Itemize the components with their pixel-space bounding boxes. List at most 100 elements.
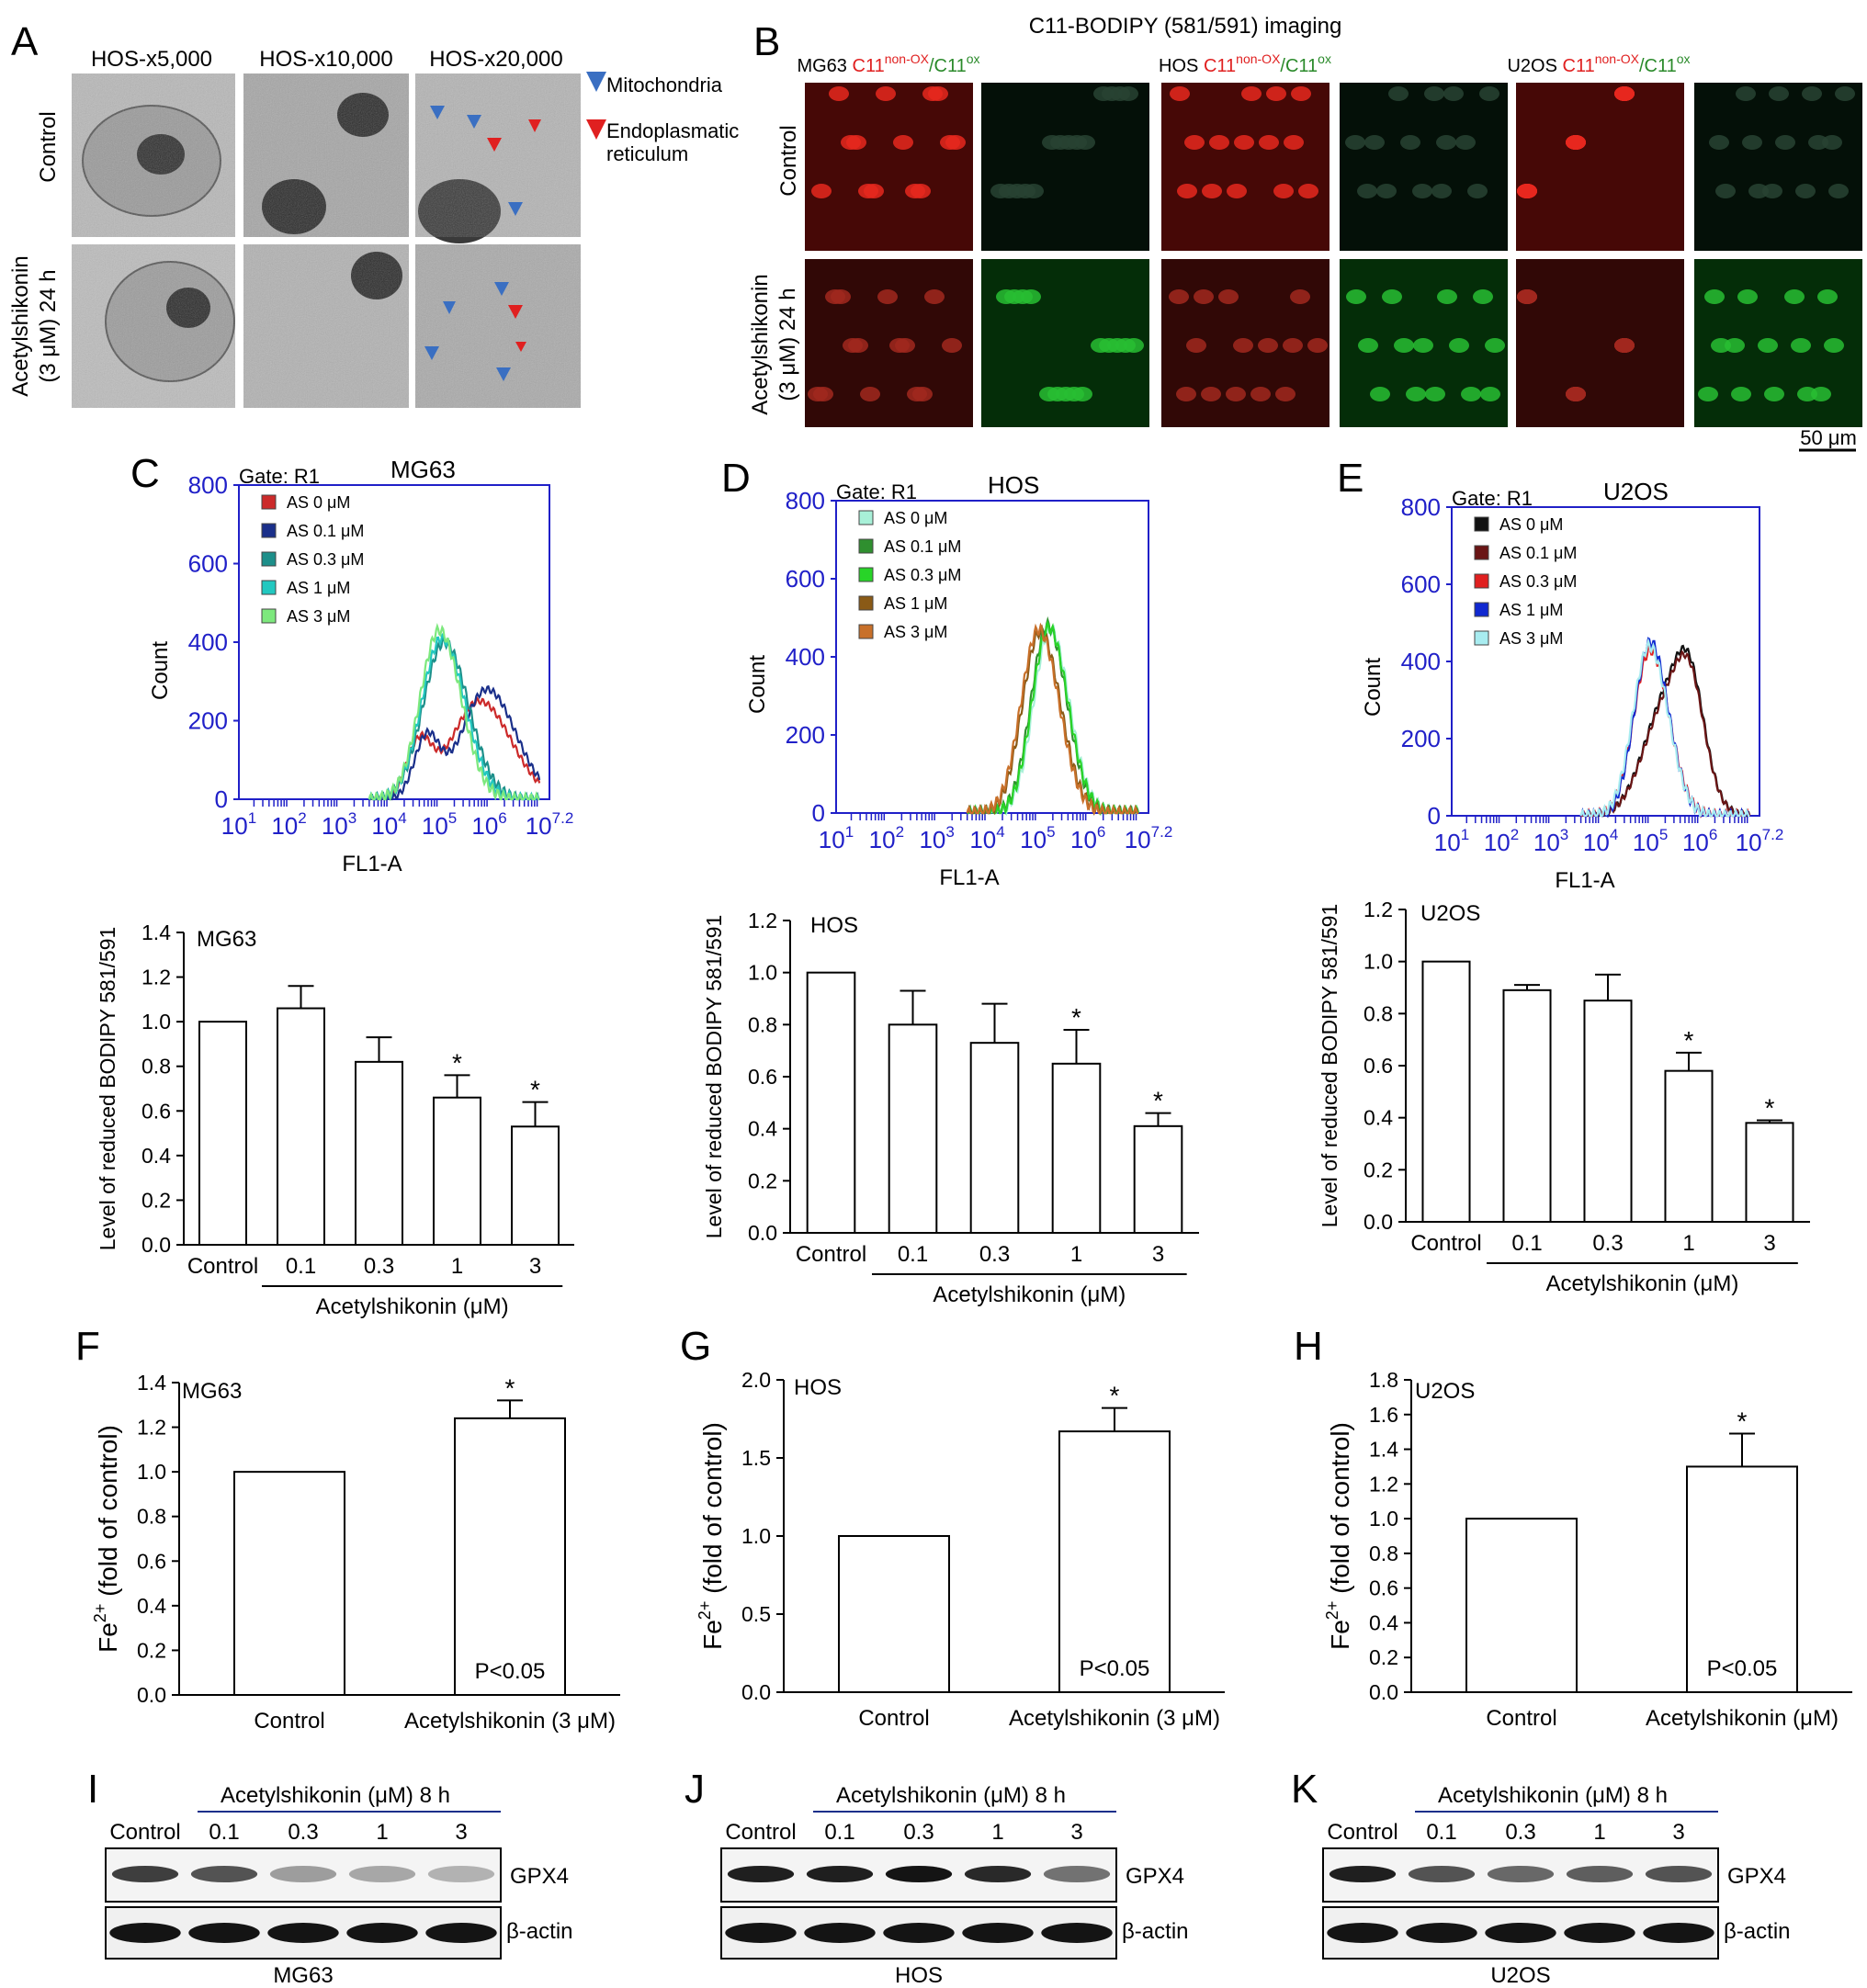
y-axis-label: Fe2+ (fold of control) [1323, 1422, 1354, 1650]
panel-a: A HOS-x5,000 HOS-x10,000 HOS-x20,000 Con… [8, 19, 739, 408]
cell-blob [1226, 387, 1246, 401]
tick-exponent: 5 [1659, 826, 1668, 843]
flow-panel-letter: E [1337, 456, 1363, 501]
cell-blob [1425, 387, 1445, 401]
y-tick-label: 1.0 [741, 1524, 771, 1548]
blot-cell-label: MG63 [273, 1963, 333, 1988]
y-tick-label: 1.2 [141, 966, 171, 989]
flow-histogram-series-1 [1580, 644, 1751, 818]
flow-y-axis-label: Count [148, 641, 173, 700]
lane-label: 1 [1593, 1820, 1605, 1845]
y-tick-label: 2.0 [741, 1368, 771, 1392]
category-label: Control [1486, 1706, 1556, 1731]
flow-x-tick-label: 104 [1583, 826, 1618, 856]
cell-blob [1791, 338, 1811, 353]
flow-x-tick-label: 101 [221, 809, 256, 840]
lane-label: 0.3 [903, 1820, 934, 1845]
actin-label: β-actin [1122, 1919, 1189, 1944]
flow-legend-swatch [1474, 573, 1489, 589]
cell-blob [1169, 289, 1189, 304]
flow-x-tick-label: 104 [969, 823, 1004, 853]
y-label-base: Fe [1326, 1620, 1354, 1650]
gpx4-band [111, 1866, 179, 1882]
significance-star: * [1737, 1407, 1748, 1436]
cell-blob [1795, 184, 1816, 198]
flow-legend-label: AS 1 μM [1499, 601, 1563, 619]
flow-y-tick-label: 800 [786, 487, 825, 514]
actin-label: β-actin [506, 1919, 573, 1944]
y-tick-label: 1.4 [137, 1371, 166, 1395]
lane-label: 0.3 [1505, 1820, 1535, 1845]
panel-b-row-label-treat-1: Acetylshikonin [748, 274, 773, 414]
tick-base: 10 [1736, 829, 1762, 856]
panel-b-header-hos: HOS C11non-OX/C11ox [1159, 51, 1331, 76]
tile-background [1340, 83, 1508, 251]
category-label: Acetylshikonin (3 μM) [404, 1709, 616, 1734]
tick-base: 10 [1583, 829, 1610, 856]
tick-base: 10 [1125, 826, 1151, 853]
flow-x-tick-label: 106 [471, 809, 506, 840]
lane-label: 3 [1070, 1820, 1082, 1845]
panel-a-col-header-3: HOS-x20,000 [429, 47, 562, 72]
flow-legend-label: AS 0.3 μM [884, 566, 961, 584]
legend-mitochondria-label: Mitochondria [606, 73, 723, 96]
flow-x-tick-label: 103 [919, 823, 954, 853]
gpx4-band [1408, 1866, 1476, 1882]
y-tick-label: 0.6 [141, 1099, 171, 1123]
significance-star: * [1110, 1382, 1120, 1410]
gpx4-band [806, 1866, 874, 1882]
tick-base: 10 [869, 826, 896, 853]
y-label-rest: (fold of control) [94, 1425, 122, 1604]
y-tick-label: 0.0 [1369, 1680, 1398, 1704]
actin-band [725, 1923, 797, 1943]
cell-blob [1233, 338, 1253, 353]
tick-exponent: 7.2 [1762, 826, 1784, 843]
cell-blob [1194, 289, 1214, 304]
category-label: 3 [1152, 1242, 1164, 1267]
cell-blob [1479, 86, 1499, 101]
cell-blob [1437, 289, 1457, 304]
legend-er-label-2: reticulum [606, 142, 688, 165]
cell-blob [1715, 184, 1736, 198]
y-tick-label: 1.2 [748, 909, 777, 932]
actin-band [1485, 1923, 1556, 1943]
cell-blob [876, 86, 896, 101]
y-tick-label: 0.0 [748, 1221, 777, 1245]
lane-label: 3 [1672, 1820, 1684, 1845]
bar-1 [806, 971, 856, 1234]
tick-exponent: 1 [1461, 826, 1469, 843]
chart-cell-title: HOS [810, 913, 858, 938]
flow-legend-swatch [1474, 545, 1489, 560]
tick-exponent: 4 [1610, 826, 1618, 843]
flow-histogram-series-2 [1580, 649, 1751, 818]
cell-blob [1209, 135, 1229, 150]
flow-x-tick-label: 102 [271, 809, 306, 840]
cell-blob [1758, 338, 1778, 353]
category-label: 0.3 [1592, 1231, 1623, 1256]
category-label: 0.3 [364, 1254, 394, 1279]
cell-blob [1250, 387, 1271, 401]
flow-legend-swatch [858, 538, 874, 554]
chart-cell-title: U2OS [1415, 1379, 1475, 1404]
group-label: Acetylshikonin (μM) [316, 1294, 509, 1319]
er-marker-icon [586, 119, 606, 140]
western-blot-hos: J Acetylshikonin (μM) 8 h Control 0.1 0.3 1 3 G… [685, 1767, 1189, 1988]
lane-label: 3 [455, 1820, 467, 1845]
cell-blob [1218, 289, 1239, 304]
actin-band [109, 1923, 181, 1943]
flow-y-tick-label: 600 [1401, 570, 1441, 598]
cell-blob [942, 338, 962, 353]
bar-3 [969, 1042, 1020, 1234]
flow-x-axis-label: FL1-A [1555, 868, 1614, 893]
y-tick-label: 1.0 [137, 1460, 166, 1484]
iron-chart-hos: 0.0 0.5 1.0 1.5 2.0 Control * Acetylshikonin (3… [680, 1324, 1225, 1731]
lane-label: 1 [376, 1820, 388, 1845]
significance-star: * [1684, 1026, 1694, 1055]
y-label-superscript: 2+ [696, 1601, 714, 1621]
cell-blob [1704, 289, 1725, 304]
bar-1 [1465, 1518, 1578, 1693]
tick-exponent: 5 [1047, 823, 1055, 841]
cell-blob [1283, 338, 1303, 353]
actin-band [346, 1923, 418, 1943]
flow-histogram-series-4 [966, 624, 1138, 816]
